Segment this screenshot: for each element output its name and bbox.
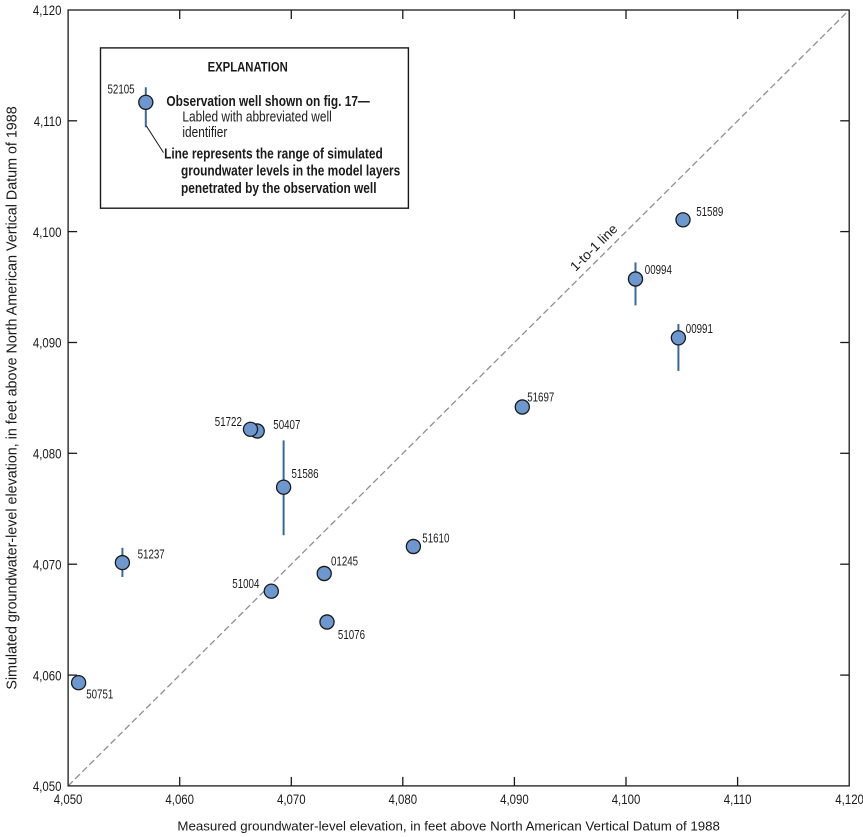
- svg-text:Observation well shown on fig.: Observation well shown on fig. 17—: [166, 93, 370, 109]
- svg-text:Labled with abbreviated well: Labled with abbreviated well: [182, 108, 331, 124]
- svg-text:Measured groundwater-level ele: Measured groundwater-level elevation, in…: [177, 818, 720, 833]
- svg-text:4,080: 4,080: [33, 445, 62, 461]
- svg-text:52105: 52105: [108, 83, 135, 97]
- svg-text:00991: 00991: [686, 323, 713, 337]
- svg-text:50751: 50751: [86, 688, 113, 702]
- svg-text:50407: 50407: [273, 419, 300, 433]
- svg-text:51237: 51237: [138, 548, 165, 562]
- svg-text:51722: 51722: [215, 416, 242, 430]
- svg-text:groundwater levels in the mode: groundwater levels in the model layers: [181, 163, 400, 179]
- svg-text:51610: 51610: [422, 532, 449, 546]
- svg-text:penetrated by the observation: penetrated by the observation well: [181, 180, 376, 196]
- svg-text:4,070: 4,070: [33, 556, 62, 572]
- svg-text:51697: 51697: [527, 391, 554, 405]
- svg-text:51076: 51076: [338, 629, 365, 643]
- svg-text:4,090: 4,090: [500, 791, 529, 807]
- svg-text:Simulated groundwater-level el: Simulated groundwater-level elevation, i…: [5, 106, 21, 689]
- svg-text:4,100: 4,100: [33, 224, 62, 240]
- svg-text:01245: 01245: [331, 555, 358, 569]
- svg-text:EXPLANATION: EXPLANATION: [208, 60, 288, 75]
- svg-text:51004: 51004: [232, 578, 260, 592]
- svg-text:4,090: 4,090: [33, 335, 62, 351]
- svg-text:4,060: 4,060: [165, 791, 194, 807]
- svg-text:4,100: 4,100: [612, 791, 641, 807]
- svg-text:4,120: 4,120: [33, 2, 62, 18]
- svg-text:4,060: 4,060: [33, 667, 62, 683]
- svg-text:4,080: 4,080: [388, 791, 417, 807]
- svg-text:51589: 51589: [696, 206, 723, 220]
- svg-text:4,050: 4,050: [33, 778, 62, 794]
- svg-text:4,110: 4,110: [34, 113, 62, 129]
- svg-text:4,070: 4,070: [277, 791, 306, 807]
- svg-text:4,050: 4,050: [54, 791, 83, 807]
- svg-text:Line represents the range of s: Line represents the range of simulated: [164, 145, 383, 161]
- svg-text:4,120: 4,120: [835, 791, 863, 807]
- svg-text:identifier: identifier: [182, 124, 227, 140]
- svg-text:51586: 51586: [292, 468, 319, 482]
- svg-text:4,110: 4,110: [724, 791, 752, 807]
- svg-text:00994: 00994: [645, 264, 673, 278]
